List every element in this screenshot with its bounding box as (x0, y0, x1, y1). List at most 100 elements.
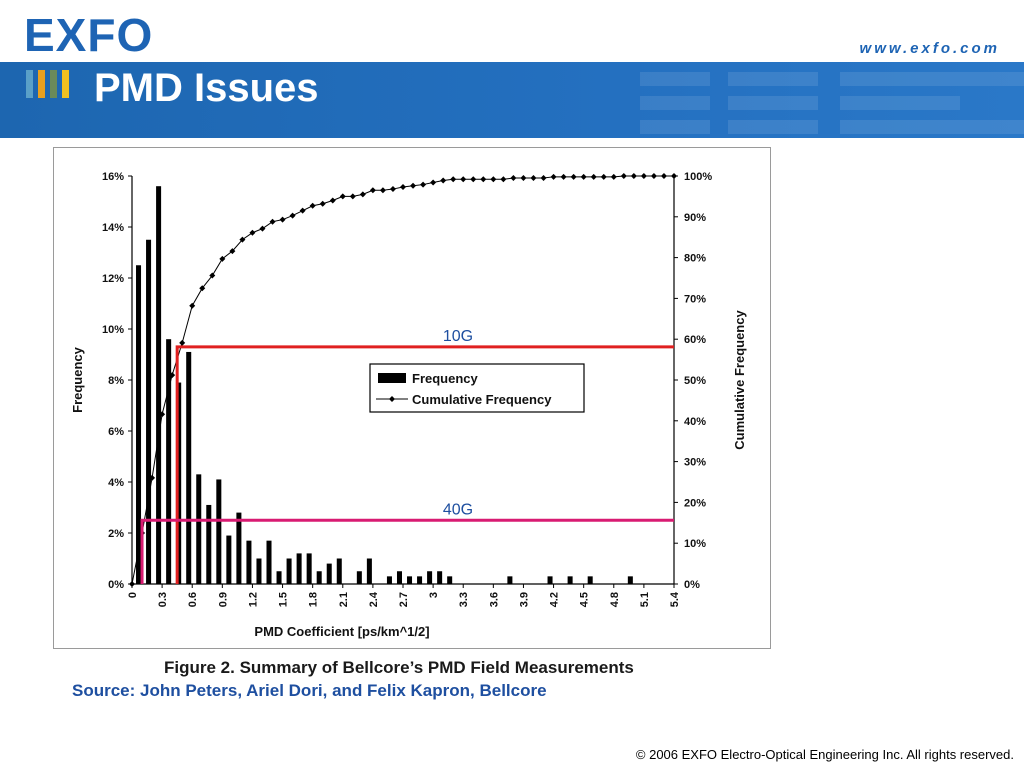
y2-tick-label: 40% (684, 416, 706, 428)
cumulative-frequency-point (630, 173, 637, 179)
x-tick-label: 0.3 (157, 592, 169, 607)
frequency-bar (356, 571, 362, 584)
reference-label-40g: 40G (443, 501, 473, 518)
cumulative-frequency-point (600, 173, 607, 180)
y2-axis-label: Cumulative Frequency (732, 310, 747, 450)
frequency-bar (396, 571, 402, 584)
frequency-bar (306, 553, 312, 584)
cumulative-frequency-point (269, 218, 276, 225)
cumulative-frequency-point (289, 212, 296, 219)
reference-line-10g (175, 345, 674, 584)
y2-tick-label: 60% (684, 334, 706, 346)
cumulative-frequency-point (560, 173, 567, 180)
cumulative-frequency-point (309, 202, 316, 209)
figure-caption: Figure 2. Summary of Bellcore’s PMD Fiel… (164, 658, 634, 677)
frequency-bar (176, 382, 182, 584)
frequency-bar (186, 351, 192, 584)
y-tick-label: 10% (102, 324, 124, 336)
y2-tick-label: 50% (684, 375, 706, 387)
title-bar-3 (50, 70, 57, 98)
x-tick-label: 1.8 (308, 592, 320, 607)
cumulative-frequency-point (169, 372, 176, 379)
cumulative-frequency-point (671, 173, 677, 179)
frequency-bar (417, 576, 423, 584)
frequency-bar (316, 571, 322, 584)
cumulative-frequency-point (440, 177, 447, 184)
cumulative-frequency-point (400, 184, 406, 191)
cumulative-frequency-point (470, 176, 477, 183)
frequency-bar (547, 576, 553, 584)
cumulative-frequency-point (660, 173, 667, 179)
cumulative-frequency-point (389, 186, 396, 193)
frequency-bar (336, 558, 342, 584)
cumulative-frequency-point (239, 236, 246, 243)
title-bar-4 (62, 70, 69, 98)
cumulative-frequency-point (420, 181, 427, 188)
x-axis-label: PMD Coefficient [ps/km^1/2] (254, 624, 429, 639)
cumulative-frequency-point (480, 176, 487, 183)
frequency-bar (567, 576, 573, 584)
reference-line-40g (140, 518, 674, 584)
cumulative-frequency-point (369, 187, 376, 194)
cumulative-frequency-point (379, 187, 386, 194)
x-tick-label: 0 (127, 592, 139, 598)
y2-tick-label: 0% (684, 579, 700, 591)
frequency-bar (146, 239, 152, 584)
y2-tick-label: 90% (684, 212, 706, 224)
cumulative-frequency-point (199, 285, 206, 292)
x-tick-label: 4.5 (579, 592, 591, 607)
x-tick-label: 5.4 (669, 591, 681, 607)
cumulative-frequency-point (610, 173, 617, 180)
frequency-bar (407, 576, 413, 584)
frequency-bar (507, 576, 513, 584)
x-tick-label: 1.2 (247, 592, 259, 607)
cumulative-frequency-point (129, 581, 135, 587)
frequency-bar (136, 265, 142, 584)
legend-cumulative-label: Cumulative Frequency (412, 392, 552, 407)
website-url[interactable]: www.exfo.com (859, 40, 1000, 57)
y-tick-label: 0% (108, 579, 124, 591)
frequency-bar (296, 553, 302, 584)
y-tick-label: 6% (108, 426, 124, 438)
frequency-bar (276, 571, 282, 584)
cumulative-frequency-point (580, 173, 587, 180)
cumulative-frequency-point (490, 176, 497, 183)
figure-source: Source: John Peters, Ariel Dori, and Fel… (72, 681, 547, 700)
cumulative-frequency-point (219, 255, 226, 262)
x-tick-label: 3 (428, 592, 440, 598)
frequency-bar (447, 576, 453, 584)
exfo-logo: EXFO (24, 9, 154, 61)
x-tick-label: 3.9 (518, 592, 530, 607)
cumulative-frequency-point (550, 173, 557, 180)
title-banner (0, 62, 1024, 138)
cumulative-frequency-point (249, 229, 256, 236)
cumulative-frequency-point (229, 248, 236, 255)
y-tick-label: 16% (102, 171, 124, 183)
cumulative-frequency-point (510, 175, 517, 182)
frequency-bar (437, 571, 443, 584)
cumulative-frequency-point (279, 216, 286, 223)
legend-frequency-swatch (378, 373, 406, 383)
frequency-bar (226, 535, 232, 584)
cumulative-frequency-point (500, 176, 507, 183)
cumulative-frequency-point (540, 175, 547, 182)
legend-box (369, 363, 585, 413)
cumulative-frequency-point (590, 173, 597, 180)
y-tick-label: 12% (102, 273, 124, 285)
title-bar-1 (26, 70, 33, 98)
title-bars-decoration (26, 70, 69, 98)
frequency-bar (627, 576, 633, 584)
cumulative-frequency-point (430, 179, 437, 186)
x-tick-label: 2.7 (398, 592, 410, 607)
y2-tick-label: 100% (684, 171, 712, 183)
cumulative-frequency-point (620, 173, 627, 179)
copyright-text: © 2006 EXFO Electro-Optical Engineering … (635, 747, 1014, 762)
cumulative-frequency-point (349, 193, 356, 200)
y2-tick-label: 80% (684, 253, 706, 265)
frequency-bar (206, 504, 212, 584)
x-tick-label: 0.6 (187, 592, 199, 607)
y-tick-label: 4% (108, 477, 124, 489)
x-tick-label: 3.6 (488, 592, 500, 607)
pmd-chart: 0% 2% 4% 6% 8% 10% 12% 14% 16% 0% 10% 20% 30% 40% 50% 6… (70, 171, 747, 639)
x-tick-label: 4.8 (609, 592, 621, 607)
